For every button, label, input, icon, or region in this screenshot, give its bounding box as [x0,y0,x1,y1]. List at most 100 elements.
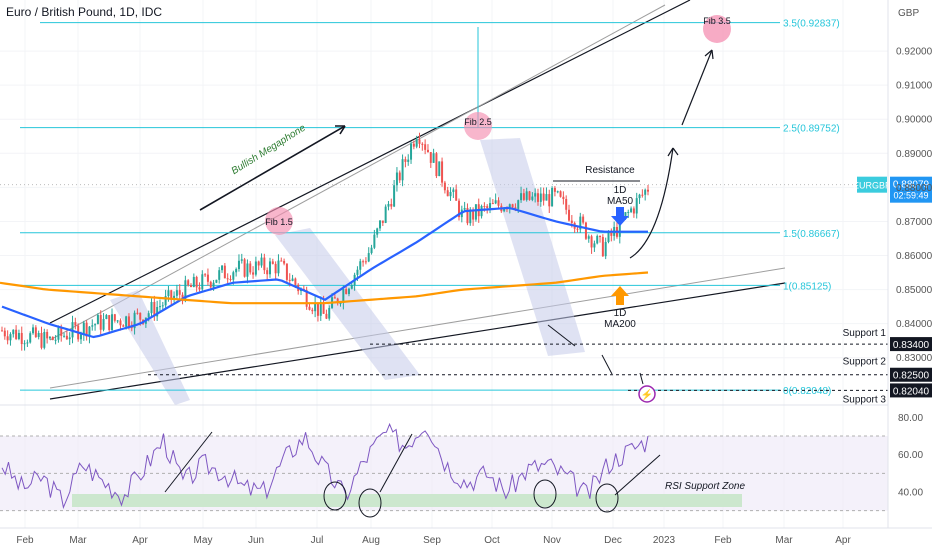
candle-body [266,270,269,275]
candle-body [271,261,274,264]
candle-body [359,261,362,270]
event-marker [638,385,656,403]
candle-body [480,206,483,217]
candle-body [376,228,379,235]
rsi-tick-label: 80.00 [898,413,923,424]
candle-body [576,228,579,230]
candle-body [610,231,613,236]
candle-body [34,327,37,337]
candle-body [226,278,229,280]
candle-body [113,314,116,321]
candle-body [641,194,644,196]
projection-curve [629,147,674,259]
candle-body [178,290,181,295]
fib-level-label: 1.5(0.86667) [783,229,840,240]
target-arrow [681,49,713,126]
candle-body [94,324,97,326]
candle-body [590,236,593,248]
candle-body [429,152,432,163]
candle-body [632,208,635,214]
candle-body [212,282,215,288]
x-tick-label: Jul [311,535,324,546]
candle-body [542,193,545,201]
candle-body [173,295,176,300]
candle-body [548,194,551,207]
fib-marker-circle [464,112,492,140]
support-levels: Support 1 0.83400 Support 2 0.82500 Support … [148,328,932,405]
x-tick-label: Sep [423,535,441,546]
y-tick-label: 0.92000 [896,47,932,58]
candle-body [285,263,288,280]
candle-body [565,199,568,210]
candle-body [46,331,49,339]
candle-body [525,191,528,200]
ma50-arrow [611,207,629,226]
candle-body [63,335,66,337]
candle-body [508,204,511,209]
price-badge [890,176,932,203]
candle-body [401,159,404,181]
candle-body [398,172,401,181]
candle-body [407,159,410,162]
candle-body [237,260,240,270]
candle-body [308,306,311,310]
fib-marker-label: Fib 2.5 [464,117,492,127]
symbol-badge [857,176,887,193]
candle-body [37,333,40,337]
candle-body [268,261,271,275]
candle-body [60,327,63,336]
x-tick-label: Mar [775,535,793,546]
decline-band [110,290,190,405]
candle-body [187,280,190,286]
candle-body [190,285,193,288]
pattern-arrow [199,125,346,211]
candle-body [139,312,142,320]
candle-body [441,161,444,183]
candle-body [424,144,427,150]
candle-body [333,297,336,299]
support-arrow [547,324,576,347]
candle-body [257,261,260,266]
candle-body [582,216,585,223]
ma50-line [1,206,648,339]
candle-body [607,231,610,242]
candle-body [624,212,627,218]
candle-body [198,287,201,290]
candle-body [82,322,85,335]
candle-body [514,207,517,209]
support-name: Support 1 [843,328,887,339]
candle-body [647,189,649,192]
candle-body [618,216,621,237]
candle-body [418,139,421,144]
candle-body [9,334,12,341]
candle-body [635,198,638,214]
candle-body [108,315,111,330]
candle-body [249,263,252,273]
rsi-arrow [614,454,661,496]
candle-body [489,203,492,209]
candle-body [51,336,54,340]
candle-body [393,185,396,207]
candle-body [209,281,212,288]
candle-body [390,203,393,207]
fib-level-label: 2.5(0.89752) [783,124,840,135]
candle-body [421,143,424,145]
candle-body [17,332,20,339]
fib-marker-circle [703,15,731,43]
candle-body [325,313,328,319]
decline-band [275,228,420,380]
candle-body [545,194,548,201]
rsi-panel: RSI Support Zone [0,422,888,518]
fib-levels: 3.5(0.92837) 2.5(0.89752) 1.5(0.86667) 1(0.… [20,19,840,397]
fib-level-label: 3.5(0.92837) [783,19,840,30]
ma50-label-line1: 1D [614,185,627,196]
candle-body [240,259,243,261]
support-arrow [601,354,613,375]
candle-body [161,305,164,307]
support-name: Support 2 [843,357,887,368]
y-tick-label: 0.86000 [896,251,932,262]
support-badge [890,383,932,398]
candle-body [96,315,99,325]
candle-body [221,265,224,271]
candle-body [170,290,173,300]
